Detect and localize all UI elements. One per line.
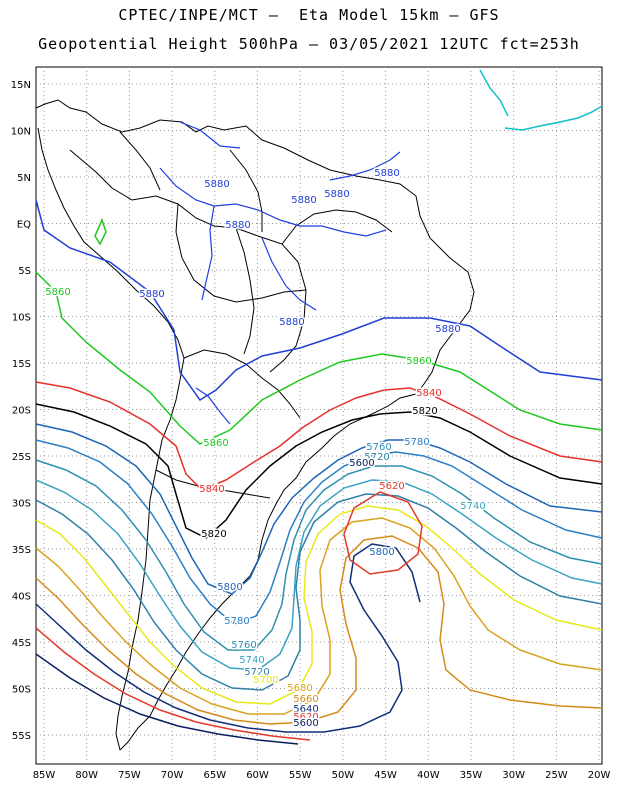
longitude-label: 60W [246, 770, 269, 781]
latitude-label: 25S [12, 452, 31, 463]
longitude-label: 85W [33, 770, 56, 781]
longitude-label: 75W [118, 770, 141, 781]
contour-label-5820: 5820 [201, 529, 226, 540]
longitude-label: 30W [502, 770, 525, 781]
latitude-label: 50S [12, 685, 31, 696]
longitude-label: 35W [460, 770, 483, 781]
longitude-label: 20W [588, 770, 611, 781]
latitude-label: 5N [17, 173, 31, 184]
contour-label-5640: 5640 [293, 704, 318, 715]
longitude-labels: 85W 80W 75W 70W 65W 60W 55W 50W 45W 40W 35W 30W 25W 2… [33, 770, 611, 781]
contour-label-5780: 5780 [404, 437, 429, 448]
contour-label-5880: 5880 [374, 168, 399, 179]
contour-label-5720: 5720 [244, 667, 269, 678]
contour-label-5880: 5880 [225, 220, 250, 231]
contour-label-5600: 5600 [349, 458, 374, 469]
contour-5740 [35, 479, 603, 671]
latitude-label: 30S [12, 499, 31, 510]
contour-5760 [35, 459, 603, 651]
contour-label-5620: 5620 [293, 712, 318, 723]
latitude-label: 5S [18, 266, 31, 277]
map-frame [35, 66, 603, 765]
contour-5860 [35, 271, 603, 445]
contour-label-5760: 5760 [231, 640, 256, 651]
longitude-label: 25W [545, 770, 568, 781]
contour-5700 [35, 505, 603, 705]
cyan-contour [504, 105, 603, 131]
longitude-label: 80W [75, 770, 98, 781]
contour-5720 [35, 493, 603, 691]
map-title-line2: Geopotential Height 500hPa – 03/05/2021 … [38, 35, 580, 53]
latitude-labels: 15N 10N 5N EQ 5S 10S 15S 20S 25S 30S 35S 40S 45S 50S 5… [11, 80, 31, 742]
longitude-label: 45W [374, 770, 397, 781]
contour-label-5860: 5860 [45, 287, 70, 298]
rivers [159, 121, 401, 425]
contour-label-5740: 5740 [239, 655, 264, 666]
contour-label-5880: 5880 [204, 179, 229, 190]
contour-5880 [35, 199, 603, 402]
contour-5820 [35, 403, 603, 539]
longitude-label: 70W [161, 770, 184, 781]
longitude-label: 50W [332, 770, 355, 781]
contour-label-5880: 5880 [139, 289, 164, 300]
contour-5660 [35, 535, 603, 725]
contour-label-5720: 5720 [364, 452, 389, 463]
longitude-label: 55W [289, 770, 312, 781]
latitude-label: EQ [17, 220, 31, 231]
latitude-label: 15S [12, 359, 31, 370]
contour-5600 [35, 653, 299, 745]
contour-lines [35, 199, 603, 745]
contour-label-5840: 5840 [416, 388, 441, 399]
latitude-label: 55S [12, 731, 31, 742]
graticule [36, 67, 602, 764]
longitude-label: 65W [203, 770, 226, 781]
latitude-label: 10N [11, 127, 31, 138]
contour-label-5740: 5740 [460, 501, 485, 512]
contour-label-5880: 5880 [291, 195, 316, 206]
contour-label-5600: 5600 [293, 718, 318, 729]
latitude-label: 35S [12, 545, 31, 556]
contour-labels: 5880 5880 5880 5880 5880 5880 5880 5880 5860 5860… [44, 167, 487, 731]
contour-5840 [35, 381, 603, 491]
latitude-label: 45S [12, 638, 31, 649]
contour-label-5700: 5700 [253, 675, 278, 686]
contour-label-5820: 5820 [412, 406, 437, 417]
contour-5680 [35, 517, 603, 715]
map-title-line1: CPTEC/INPE/MCT – Eta Model 15km – GFS [118, 6, 500, 24]
contour-label-5660: 5660 [293, 694, 318, 705]
small-5860-contour [94, 217, 107, 246]
contour-label-5860: 5860 [203, 438, 228, 449]
latitude-label: 40S [12, 592, 31, 603]
contour-5620-ring [343, 491, 423, 575]
longitude-label: 40W [417, 770, 440, 781]
contour-label-5780: 5780 [224, 616, 249, 627]
coastlines [35, 99, 475, 751]
contour-5620 [35, 627, 311, 741]
contour-label-5840: 5840 [199, 484, 224, 495]
contour-label-5800: 5800 [217, 582, 242, 593]
contour-label-5880: 5880 [435, 324, 460, 335]
latitude-label: 15N [11, 80, 31, 91]
contour-label-5880: 5880 [279, 317, 304, 328]
contour-label-5620: 5620 [379, 481, 404, 492]
latitude-label: 10S [12, 313, 31, 324]
contour-5800 [35, 423, 603, 595]
latitude-label: 20S [12, 406, 31, 417]
cyan-contour-north [479, 69, 509, 117]
contour-5780 [35, 439, 603, 625]
contour-label-5760: 5760 [366, 442, 391, 453]
contour-5640 [35, 543, 421, 733]
contour-label-5860: 5860 [406, 356, 431, 367]
contour-label-5800: 5800 [369, 547, 394, 558]
contour-label-5880: 5880 [324, 189, 349, 200]
contour-label-5680: 5680 [287, 683, 312, 694]
